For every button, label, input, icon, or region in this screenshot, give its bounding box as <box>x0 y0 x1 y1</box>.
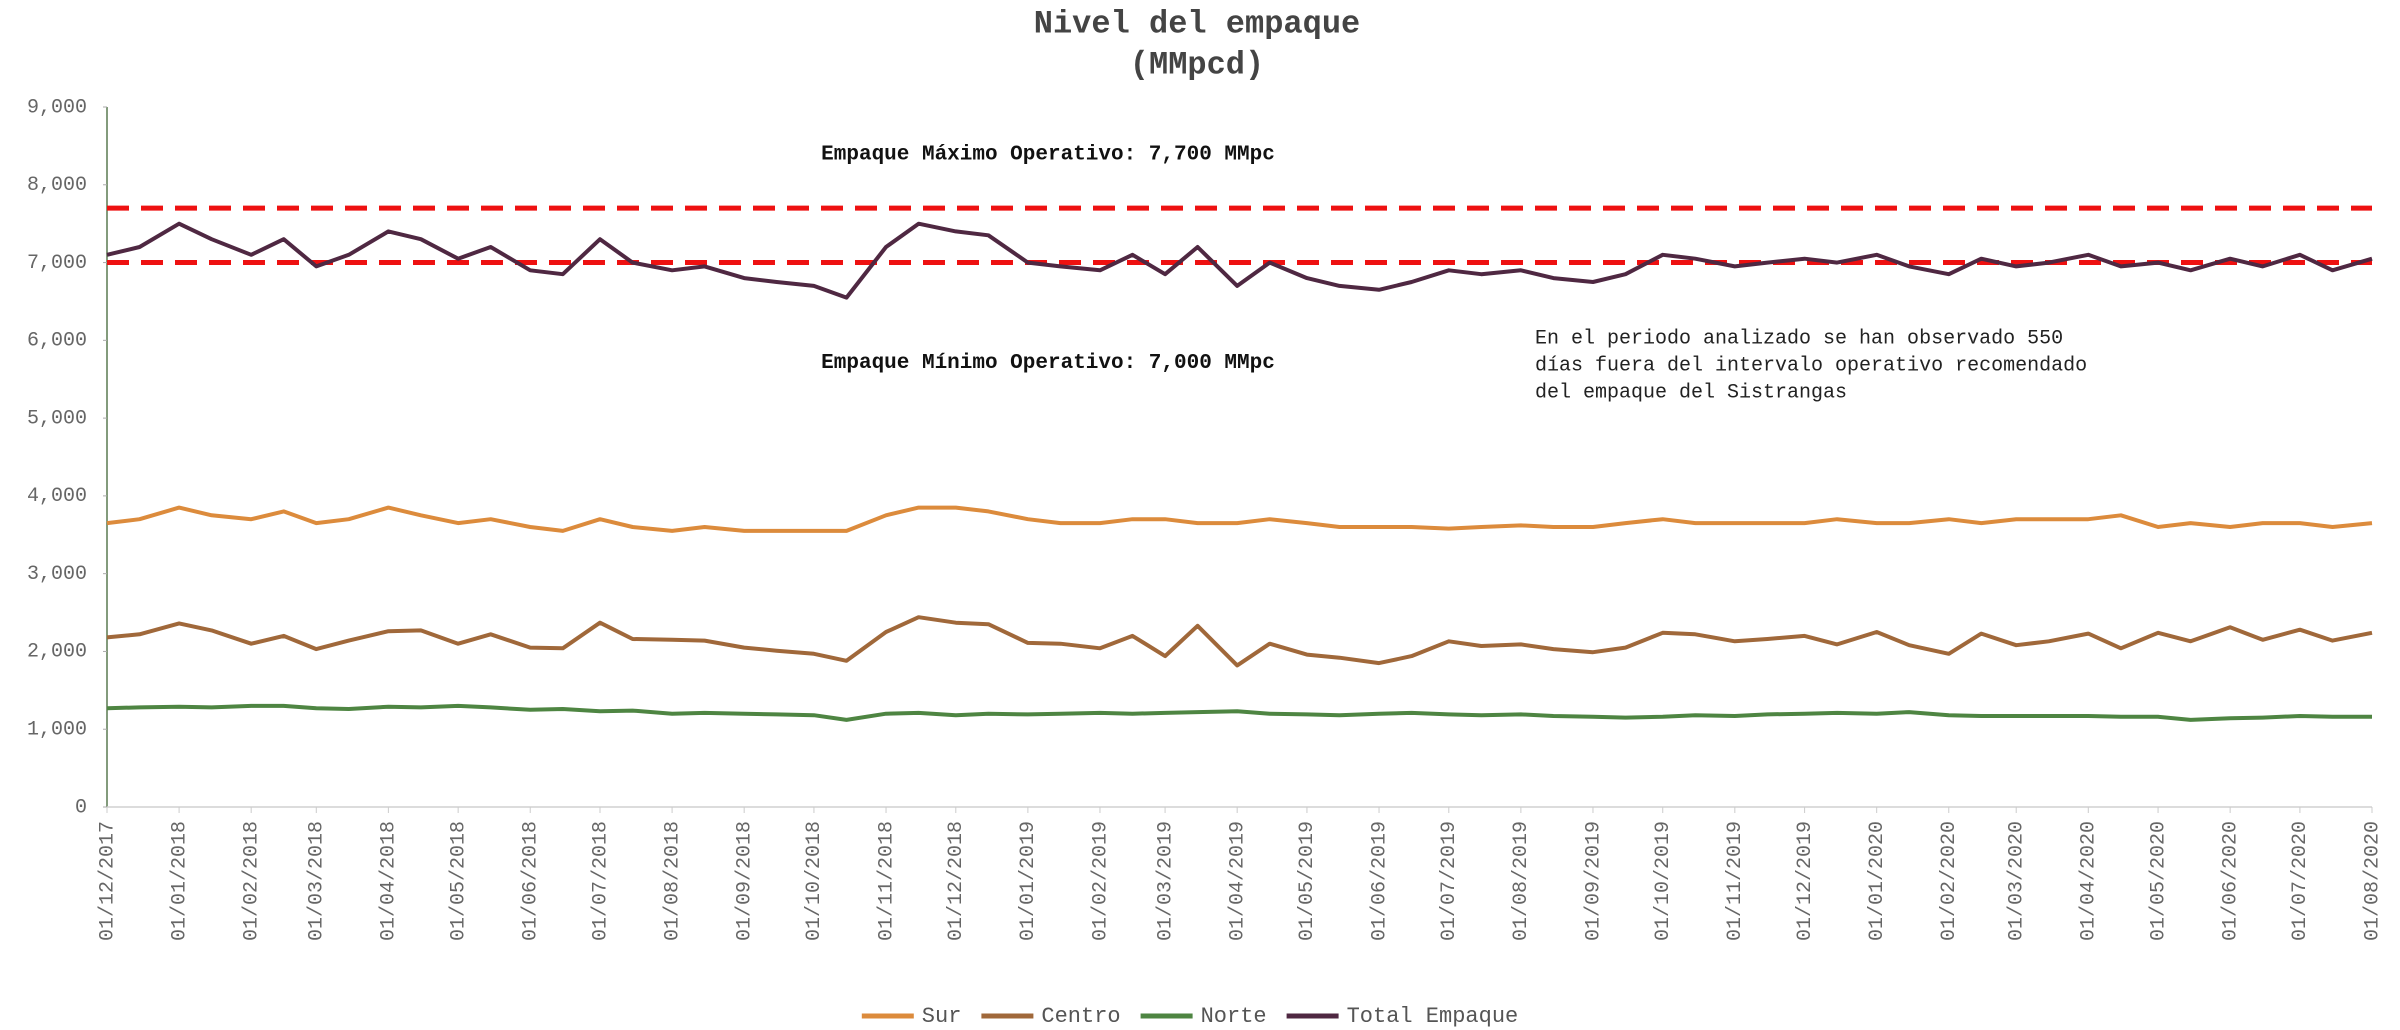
y-tick-label: 6,000 <box>27 330 87 353</box>
x-tick-label: 01/05/2020 <box>2147 821 2170 941</box>
x-tick-label: 01/03/2019 <box>1154 821 1177 941</box>
series-line <box>106 703 2372 722</box>
x-tick-label: 01/08/2020 <box>2361 821 2384 941</box>
x-tick-label: 01/03/2018 <box>306 821 329 941</box>
chart-subtitle: (MMpcd) <box>1130 46 1264 83</box>
x-tick-label: 01/09/2018 <box>733 821 756 941</box>
legend-label: Sur <box>922 1004 962 1029</box>
y-tick-label: 1,000 <box>27 719 87 742</box>
note: del empaque del Sistrangas <box>1535 381 1847 404</box>
y-tick-label: 7,000 <box>27 252 87 275</box>
x-tick-label: 01/04/2018 <box>378 821 401 941</box>
y-tick-label: 9,000 <box>27 96 87 119</box>
y-tick-label: 0 <box>75 796 87 819</box>
y-tick-label: 3,000 <box>27 563 87 586</box>
y-tick-label: 2,000 <box>27 641 87 664</box>
x-tick-label: 01/07/2018 <box>589 821 612 941</box>
y-tick-label: 8,000 <box>27 174 87 197</box>
x-tick-label: 01/06/2019 <box>1368 821 1391 941</box>
x-tick-label: 01/04/2019 <box>1226 821 1249 941</box>
series-line <box>106 615 2373 668</box>
reference-label: Empaque Máximo Operativo: 7,700 MMpc <box>821 144 1275 167</box>
x-tick-label: 01/11/2018 <box>875 821 898 941</box>
x-tick-label: 01/09/2019 <box>1582 821 1605 941</box>
reference-label: Empaque Mínimo Operativo: 7,000 MMpc <box>821 352 1275 375</box>
y-tick-label: 4,000 <box>27 485 87 508</box>
x-tick-label: 01/12/2019 <box>1794 821 1817 941</box>
series-line <box>106 505 2373 533</box>
x-tick-label: 01/01/2018 <box>168 821 191 941</box>
legend-label: Centro <box>1041 1004 1120 1029</box>
x-tick-label: 01/06/2018 <box>520 821 543 941</box>
legend-label: Norte <box>1201 1004 1267 1029</box>
x-tick-label: 01/02/2019 <box>1089 821 1112 941</box>
x-tick-label: 01/12/2017 <box>96 821 119 941</box>
x-tick-label: 01/08/2019 <box>1510 821 1533 941</box>
x-tick-label: 01/12/2018 <box>945 821 968 941</box>
note: En el periodo analizado se han observado… <box>1535 327 2063 350</box>
legend-label: Total Empaque <box>1347 1004 1519 1029</box>
x-tick-label: 01/02/2018 <box>240 821 263 941</box>
x-tick-label: 01/10/2019 <box>1652 821 1675 941</box>
x-tick-label: 01/01/2019 <box>1017 821 1040 941</box>
x-tick-label: 01/05/2019 <box>1296 821 1319 941</box>
x-tick-label: 01/07/2019 <box>1438 821 1461 941</box>
x-tick-label: 01/05/2018 <box>447 821 470 941</box>
y-tick-label: 5,000 <box>27 407 87 430</box>
x-tick-label: 01/07/2020 <box>2289 821 2312 941</box>
note: días fuera del intervalo operativo recom… <box>1535 354 2087 377</box>
x-tick-label: 01/01/2020 <box>1866 821 1889 941</box>
x-tick-label: 01/02/2020 <box>1938 821 1961 941</box>
x-tick-label: 01/06/2020 <box>2219 821 2242 941</box>
chart-title: Nivel del empaque <box>1034 5 1360 42</box>
x-tick-label: 01/03/2020 <box>2005 821 2028 941</box>
x-tick-label: 01/11/2019 <box>1724 821 1747 941</box>
x-tick-label: 01/10/2018 <box>803 821 826 941</box>
series-line <box>106 221 2373 300</box>
x-tick-label: 01/08/2018 <box>661 821 684 941</box>
x-tick-label: 01/04/2020 <box>2078 821 2101 941</box>
